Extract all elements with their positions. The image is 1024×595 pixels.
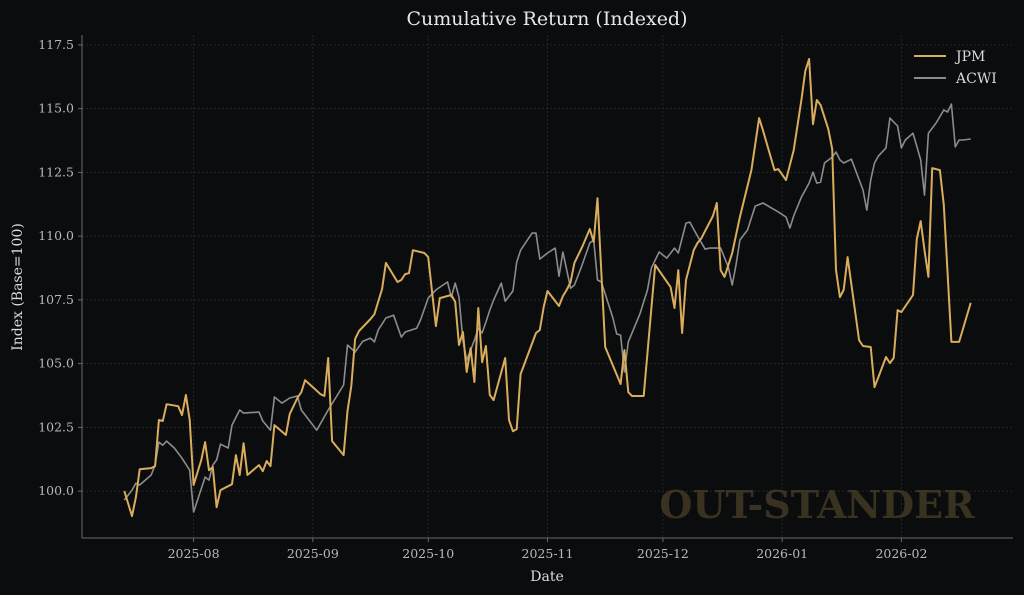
x-tick-label: 2025-10 — [402, 546, 454, 561]
legend-label-jpm: JPM — [954, 49, 985, 65]
x-ticks: 2025-08 2025-09 2025-10 2025-11 2025-12 2026-… — [168, 538, 927, 561]
x-tick-label: 2026-02 — [875, 546, 927, 561]
x-tick-label: 2025-12 — [637, 546, 689, 561]
x-tick-label: 2025-09 — [287, 546, 339, 561]
legend: JPM ACWI — [914, 49, 997, 87]
x-tick-label: 2025-08 — [168, 546, 220, 561]
watermark: OUT-STANDER — [659, 482, 975, 527]
grid — [82, 35, 1013, 538]
y-tick-label: 110.0 — [38, 228, 74, 243]
y-ticks: 100.0 102.5 105.0 107.5 110.0 112.5 115.0 117.5 — [38, 37, 82, 498]
y-tick-label: 115.0 — [38, 101, 74, 116]
x-tick-label: 2025-11 — [522, 546, 574, 561]
x-tick-label: 2026-01 — [756, 546, 808, 561]
x-axis-label: Date — [530, 569, 563, 585]
series-lines — [123, 58, 972, 518]
series-line-acwi — [123, 103, 971, 513]
legend-label-acwi: ACWI — [955, 71, 997, 87]
chart-title: Cumulative Return (Indexed) — [406, 8, 687, 30]
y-tick-label: 100.0 — [38, 483, 74, 498]
y-axis-label: Index (Base=100) — [10, 223, 26, 351]
y-tick-label: 112.5 — [38, 164, 74, 179]
series-line-jpm — [123, 58, 972, 518]
y-tick-label: 117.5 — [38, 37, 74, 52]
y-tick-label: 107.5 — [38, 292, 74, 307]
y-tick-label: 105.0 — [38, 356, 74, 371]
y-tick-label: 102.5 — [38, 419, 74, 434]
